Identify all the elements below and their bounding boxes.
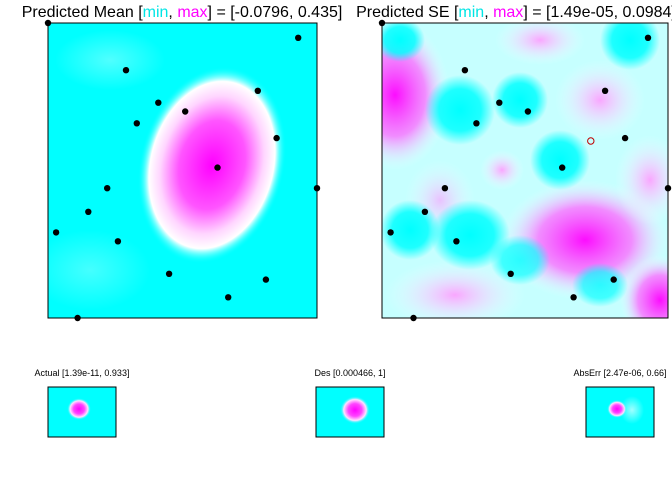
design-point (165, 270, 173, 277)
heatmap-abserr (586, 387, 654, 437)
title-actual: Actual [1.39e-11, 0.933] (35, 368, 130, 378)
design-point (524, 108, 532, 115)
points-predicted-mean (44, 19, 321, 322)
title-abserr: AbsErr [2.47e-06, 0.66] (573, 368, 666, 378)
design-point (273, 134, 280, 142)
title-des: Des [0.000466, 1] (314, 368, 385, 378)
title-part-min: min (458, 4, 484, 21)
design-point (52, 229, 60, 236)
heatmap-predicted-mean (48, 23, 317, 318)
design-point (133, 120, 140, 127)
design-point (44, 19, 52, 27)
design-point (254, 87, 261, 95)
design-point (387, 229, 394, 236)
title-predicted-se: Predicted SE [min, max] = [1.49e-05, 0.0… (356, 4, 672, 21)
title-part: ] = [-0.0796, 0.435] (208, 4, 343, 21)
design-point (559, 164, 566, 171)
panel-predicted-se: Predicted SE [min, max] = [1.49e-05, 0.0… (356, 4, 672, 322)
design-point (610, 276, 617, 283)
title-part: , (168, 4, 177, 21)
design-point (85, 208, 92, 215)
plot-frame (585, 386, 655, 438)
design-point (313, 185, 321, 192)
design-point (507, 270, 514, 277)
design-point (453, 238, 460, 245)
design-point (295, 34, 302, 41)
design-point (114, 238, 122, 245)
plot-frame (381, 22, 669, 319)
design-point (104, 185, 111, 192)
plot-frame (47, 22, 318, 319)
candidate-point (587, 137, 595, 145)
design-point (570, 294, 577, 301)
design-point (225, 294, 232, 301)
design-point (461, 67, 469, 74)
design-point (182, 108, 189, 115)
design-point (601, 87, 609, 95)
plot-frame (47, 386, 117, 438)
title-part: , (484, 4, 493, 21)
design-point (262, 276, 270, 283)
title-part: ] = [1.49e-05, 0.0984] (523, 4, 672, 21)
title-part: Predicted SE [ (356, 4, 459, 21)
title-part-max: max (493, 4, 523, 21)
heatmap-des (316, 387, 384, 437)
design-point (74, 314, 81, 322)
points-predicted-se (378, 19, 672, 322)
design-point (496, 99, 503, 106)
title-part-max: max (177, 4, 207, 21)
title-part-min: min (143, 4, 169, 21)
design-point (664, 185, 672, 192)
heatmap-predicted-se (382, 23, 668, 318)
design-point (410, 314, 417, 322)
heatmap-actual (48, 387, 116, 437)
design-point (214, 164, 221, 171)
design-point (122, 67, 130, 74)
plot-frame (315, 386, 385, 438)
panel-des: Des [0.000466, 1] (314, 368, 386, 438)
design-point (421, 208, 429, 215)
design-point (644, 34, 652, 41)
title-predicted-mean: Predicted Mean [min, max] = [-0.0796, 0.… (22, 4, 343, 21)
panel-predicted-mean: Predicted Mean [min, max] = [-0.0796, 0.… (22, 4, 343, 322)
title-part: Predicted Mean [ (22, 4, 144, 21)
design-point (155, 99, 162, 106)
design-point (378, 19, 386, 27)
panel-abserr: AbsErr [2.47e-06, 0.66] (573, 368, 667, 438)
panel-actual: Actual [1.39e-11, 0.933] (35, 368, 130, 438)
design-point (441, 185, 449, 192)
design-point (621, 134, 629, 142)
design-point (473, 120, 480, 127)
